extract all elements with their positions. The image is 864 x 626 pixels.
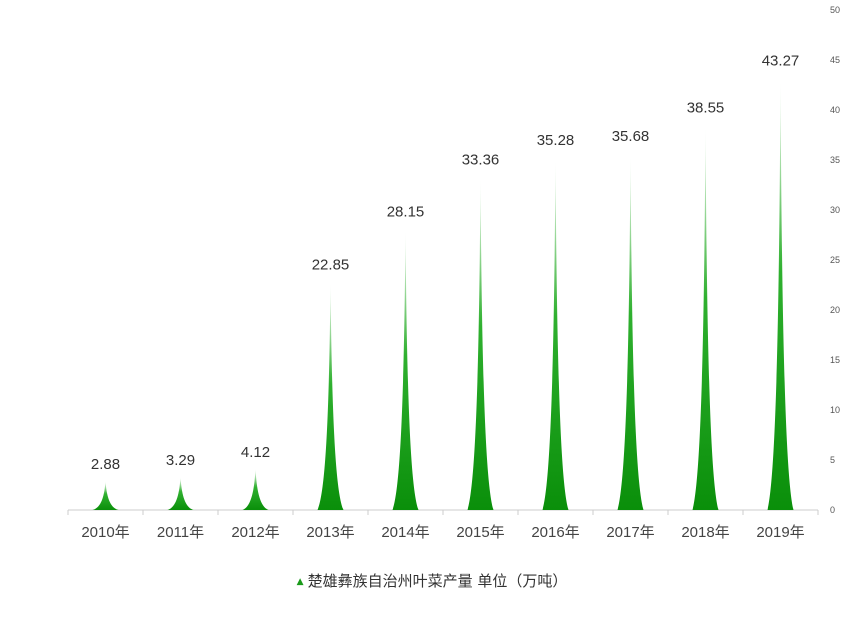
y-tick-label: 35 (830, 155, 840, 165)
data-label: 4.12 (241, 444, 270, 461)
x-tick-label: 2019年 (756, 524, 804, 541)
data-label: 28.15 (387, 204, 425, 221)
x-tick-label: 2017年 (606, 524, 654, 541)
x-tick-label: 2015年 (456, 524, 504, 541)
y-tick-label: 15 (830, 355, 840, 365)
bar (467, 176, 494, 510)
bar (692, 124, 719, 510)
bar (167, 477, 194, 510)
y-tick-label: 40 (830, 105, 840, 115)
data-labels: 2.88 3.29 4.12 22.85 28.15 33.36 35.28 35.68 38.… (91, 52, 799, 473)
bar (317, 281, 344, 510)
x-tick-label: 2018年 (681, 524, 729, 541)
x-axis-ticks (67, 510, 819, 515)
y-tick-label: 25 (830, 255, 840, 265)
y-tick-label: 5 (830, 455, 835, 465)
chart-svg: 2.88 3.29 4.12 22.85 28.15 33.36 35.28 35.68 38.… (67, 5, 840, 541)
x-tick-label: 2014年 (381, 524, 429, 541)
bar (542, 157, 569, 510)
y-axis-tick-labels: 0 5 10 15 20 25 30 35 40 45 50 (830, 5, 840, 515)
y-tick-label: 10 (830, 405, 840, 415)
bar (767, 77, 794, 511)
data-label: 2.88 (91, 456, 120, 473)
bar-series (92, 77, 794, 511)
y-tick-label: 0 (830, 505, 835, 515)
bar (92, 481, 119, 510)
y-tick-label: 20 (830, 305, 840, 315)
y-tick-label: 30 (830, 205, 840, 215)
bar (617, 153, 644, 510)
legend-marker-triangle-icon: ▲ (296, 577, 304, 587)
x-tick-label: 2012年 (231, 524, 279, 541)
x-tick-label: 2010年 (81, 524, 129, 541)
data-label: 35.28 (537, 132, 575, 149)
x-tick-label: 2013年 (306, 524, 354, 541)
x-tick-label: 2016年 (531, 524, 579, 541)
y-tick-label: 50 (830, 5, 840, 15)
legend-label: 楚雄彝族自治州叶菜产量 单位（万吨） (307, 572, 568, 590)
data-label: 35.68 (612, 128, 650, 145)
bar (392, 228, 419, 510)
x-axis-tick-labels: 2010年 2011年 2012年 2013年 2014年 2015年 2016年 2017年… (81, 524, 804, 541)
legend: ▲ 楚雄彝族自治州叶菜产量 单位（万吨） (0, 570, 864, 591)
y-tick-label: 45 (830, 55, 840, 65)
x-tick-label: 2011年 (157, 524, 204, 541)
data-label: 43.27 (762, 52, 800, 69)
bar (242, 468, 269, 510)
data-label: 38.55 (687, 100, 725, 117)
data-label: 3.29 (166, 452, 195, 469)
data-label: 22.85 (312, 257, 350, 274)
data-label: 33.36 (462, 151, 500, 168)
